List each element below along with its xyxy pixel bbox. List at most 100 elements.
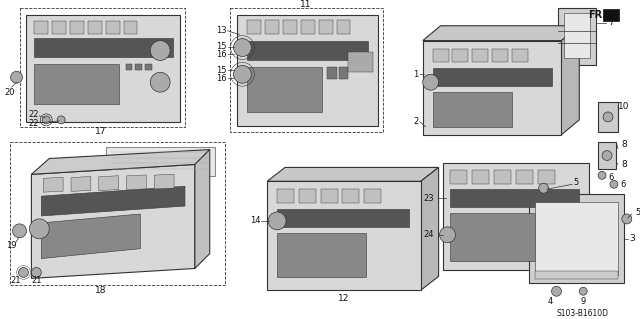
Circle shape <box>13 224 26 238</box>
FancyBboxPatch shape <box>52 21 66 34</box>
Text: 23: 23 <box>424 194 434 203</box>
FancyBboxPatch shape <box>516 170 532 184</box>
Text: 21: 21 <box>31 276 42 285</box>
Circle shape <box>598 171 606 179</box>
FancyBboxPatch shape <box>125 64 132 70</box>
FancyBboxPatch shape <box>319 20 333 34</box>
Text: 5: 5 <box>635 207 640 217</box>
FancyBboxPatch shape <box>472 170 489 184</box>
Circle shape <box>234 39 252 56</box>
Text: 24: 24 <box>424 230 434 239</box>
FancyBboxPatch shape <box>451 170 467 184</box>
Text: S103-B1610D: S103-B1610D <box>557 308 609 317</box>
Text: FR.: FR. <box>588 10 606 20</box>
FancyBboxPatch shape <box>124 21 138 34</box>
FancyBboxPatch shape <box>494 170 511 184</box>
Text: 15: 15 <box>216 42 227 51</box>
Polygon shape <box>106 147 214 176</box>
Text: 6: 6 <box>620 180 625 189</box>
FancyBboxPatch shape <box>492 48 508 63</box>
FancyBboxPatch shape <box>277 209 409 227</box>
Polygon shape <box>31 165 195 278</box>
Circle shape <box>552 286 561 296</box>
Text: 22: 22 <box>28 119 38 128</box>
Polygon shape <box>71 176 91 191</box>
FancyBboxPatch shape <box>452 48 468 63</box>
FancyBboxPatch shape <box>433 68 552 86</box>
FancyBboxPatch shape <box>451 213 534 261</box>
FancyBboxPatch shape <box>559 8 596 65</box>
Circle shape <box>268 212 286 230</box>
Circle shape <box>423 74 438 90</box>
Text: 13: 13 <box>216 26 227 35</box>
Polygon shape <box>195 150 210 269</box>
FancyBboxPatch shape <box>364 189 381 203</box>
FancyBboxPatch shape <box>35 38 173 57</box>
FancyBboxPatch shape <box>248 20 261 34</box>
FancyBboxPatch shape <box>433 48 449 63</box>
Polygon shape <box>420 167 438 290</box>
Polygon shape <box>127 175 147 190</box>
FancyBboxPatch shape <box>35 64 118 104</box>
FancyBboxPatch shape <box>136 64 142 70</box>
Polygon shape <box>423 26 579 41</box>
FancyBboxPatch shape <box>598 142 616 169</box>
FancyBboxPatch shape <box>248 41 368 60</box>
FancyBboxPatch shape <box>299 189 316 203</box>
Circle shape <box>579 287 588 295</box>
FancyBboxPatch shape <box>70 21 84 34</box>
Text: 1: 1 <box>413 70 419 79</box>
FancyBboxPatch shape <box>442 163 589 271</box>
FancyBboxPatch shape <box>88 21 102 34</box>
FancyBboxPatch shape <box>277 233 366 278</box>
FancyBboxPatch shape <box>26 15 180 122</box>
Text: 19: 19 <box>6 241 17 250</box>
Polygon shape <box>42 214 140 259</box>
FancyBboxPatch shape <box>106 179 175 227</box>
Polygon shape <box>561 26 579 135</box>
Circle shape <box>57 116 65 124</box>
Circle shape <box>11 71 22 83</box>
Circle shape <box>42 116 50 124</box>
FancyBboxPatch shape <box>564 13 590 58</box>
Text: 7: 7 <box>608 18 614 27</box>
FancyBboxPatch shape <box>237 15 378 126</box>
FancyBboxPatch shape <box>268 181 420 290</box>
Text: 14: 14 <box>250 216 260 226</box>
FancyBboxPatch shape <box>512 48 528 63</box>
Text: 15: 15 <box>216 66 227 75</box>
Text: 8: 8 <box>621 160 627 169</box>
Polygon shape <box>268 167 438 181</box>
Text: 16: 16 <box>216 50 227 59</box>
FancyBboxPatch shape <box>538 170 554 184</box>
Circle shape <box>440 227 456 243</box>
Text: 20: 20 <box>4 88 15 97</box>
Circle shape <box>234 65 252 83</box>
Text: 21: 21 <box>10 276 21 285</box>
Text: 16: 16 <box>216 74 227 83</box>
Text: 3: 3 <box>629 234 635 243</box>
Circle shape <box>539 183 548 193</box>
Circle shape <box>602 151 612 160</box>
FancyBboxPatch shape <box>321 189 337 203</box>
Text: 17: 17 <box>95 127 106 136</box>
Polygon shape <box>603 9 619 21</box>
Circle shape <box>31 268 42 278</box>
Text: 10: 10 <box>618 102 630 111</box>
FancyBboxPatch shape <box>265 20 279 34</box>
Circle shape <box>610 180 618 188</box>
FancyBboxPatch shape <box>472 48 488 63</box>
FancyBboxPatch shape <box>277 189 294 203</box>
FancyBboxPatch shape <box>529 194 624 283</box>
FancyBboxPatch shape <box>35 21 48 34</box>
FancyBboxPatch shape <box>326 67 337 79</box>
FancyBboxPatch shape <box>598 102 618 132</box>
FancyBboxPatch shape <box>106 21 120 34</box>
FancyBboxPatch shape <box>145 64 152 70</box>
Polygon shape <box>44 177 63 192</box>
FancyBboxPatch shape <box>423 41 561 135</box>
Text: 11: 11 <box>300 0 312 10</box>
FancyBboxPatch shape <box>301 20 315 34</box>
Polygon shape <box>31 150 210 174</box>
Text: 8: 8 <box>621 140 627 149</box>
